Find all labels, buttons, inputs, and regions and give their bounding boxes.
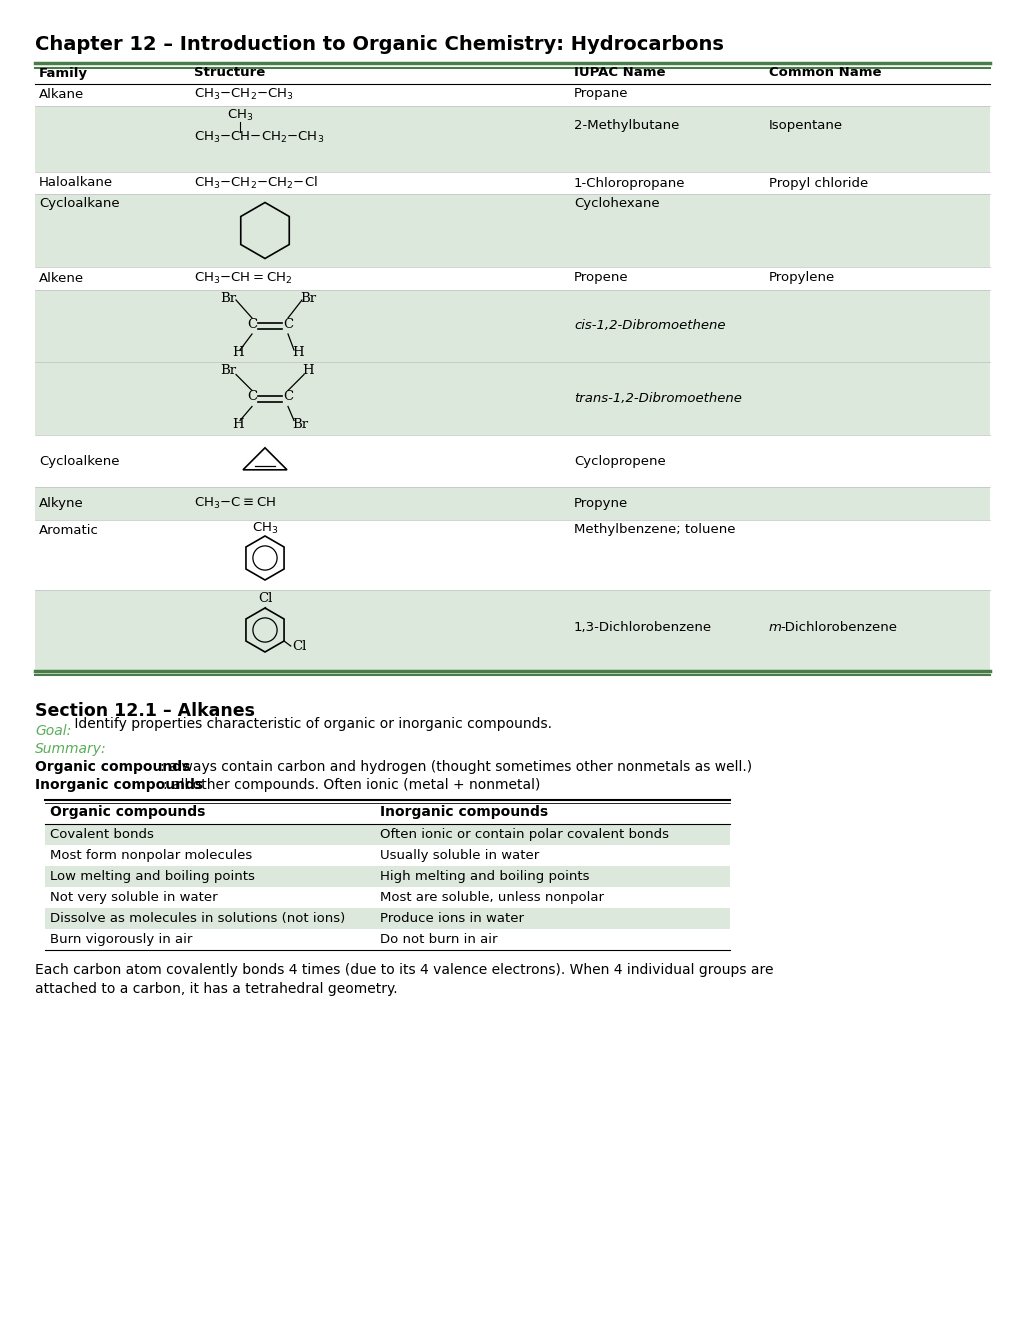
Text: Cycloalkane: Cycloalkane	[39, 198, 119, 210]
Bar	[35, 362, 989, 436]
Text: Goal:: Goal:	[35, 723, 71, 738]
Text: Family: Family	[39, 66, 88, 79]
Text: Most form nonpolar molecules: Most form nonpolar molecules	[50, 849, 252, 862]
Text: Most are soluble, unless nonpolar: Most are soluble, unless nonpolar	[380, 891, 603, 904]
Text: Aromatic: Aromatic	[39, 524, 99, 536]
Bar	[35, 590, 989, 675]
Text: Haloalkane: Haloalkane	[39, 177, 113, 190]
Text: Propylene: Propylene	[768, 272, 835, 285]
Text: 1,3-Dichlorobenzene: 1,3-Dichlorobenzene	[574, 620, 711, 634]
Text: Br: Br	[291, 418, 308, 432]
Text: Burn vigorously in air: Burn vigorously in air	[50, 933, 193, 946]
Text: Often ionic or contain polar covalent bonds: Often ionic or contain polar covalent bo…	[380, 828, 668, 841]
Text: Isopentane: Isopentane	[768, 119, 843, 132]
Text: C: C	[247, 389, 257, 403]
Text: Chapter 12 – Introduction to Organic Chemistry: Hydrocarbons: Chapter 12 – Introduction to Organic Che…	[35, 36, 723, 54]
Text: $\mathregular{CH_3{-}CH{-}CH_2{-}CH_3}$: $\mathregular{CH_3{-}CH{-}CH_2{-}CH_3}$	[194, 129, 324, 145]
Bar	[45, 908, 730, 929]
Text: Each carbon atom covalently bonds 4 times (due to its 4 valence electrons). When: Each carbon atom covalently bonds 4 time…	[35, 964, 772, 977]
Text: C: C	[247, 318, 257, 330]
Text: Low melting and boiling points: Low melting and boiling points	[50, 870, 255, 883]
Text: Alkene: Alkene	[39, 272, 84, 285]
Text: Organic compounds: Organic compounds	[35, 760, 191, 774]
Text: Cyclopropene: Cyclopropene	[574, 454, 665, 467]
Text: Cycloalkene: Cycloalkene	[39, 454, 119, 467]
Text: Br: Br	[220, 364, 235, 378]
Bar	[45, 824, 730, 845]
Text: Usually soluble in water: Usually soluble in water	[380, 849, 539, 862]
Text: $\mathregular{CH_3}$: $\mathregular{CH_3}$	[226, 107, 253, 123]
Text: 2-Methylbutane: 2-Methylbutane	[574, 119, 679, 132]
Text: Inorganic compounds: Inorganic compounds	[35, 777, 203, 792]
Text: $\mathregular{CH_3{-}CH_2{-}CH_2{-}Cl}$: $\mathregular{CH_3{-}CH_2{-}CH_2{-}Cl}$	[194, 176, 318, 191]
Text: Cl: Cl	[292, 639, 307, 652]
Text: m: m	[768, 620, 782, 634]
Bar	[35, 194, 989, 267]
Text: trans-1,2-Dibromoethene: trans-1,2-Dibromoethene	[574, 392, 741, 405]
Text: Covalent bonds: Covalent bonds	[50, 828, 154, 841]
Bar	[35, 487, 989, 520]
Text: Propyl chloride: Propyl chloride	[768, 177, 867, 190]
Bar	[45, 866, 730, 887]
Text: Cyclohexane: Cyclohexane	[574, 198, 659, 210]
Text: cis-1,2-Dibromoethene: cis-1,2-Dibromoethene	[574, 319, 725, 333]
Bar	[35, 290, 989, 362]
Text: Not very soluble in water: Not very soluble in water	[50, 891, 217, 904]
Text: Produce ions in water: Produce ions in water	[380, 912, 524, 925]
Text: Common Name: Common Name	[768, 66, 880, 79]
Text: $\mathregular{CH_3{-}C{\equiv}CH}$: $\mathregular{CH_3{-}C{\equiv}CH}$	[194, 496, 276, 511]
Text: -Dichlorobenzene: -Dichlorobenzene	[780, 620, 896, 634]
Text: $\mathregular{CH_3{-}CH_2{-}CH_3}$: $\mathregular{CH_3{-}CH_2{-}CH_3}$	[194, 86, 293, 102]
Text: Alkyne: Alkyne	[39, 498, 84, 510]
Text: Propane: Propane	[574, 87, 628, 100]
Text: C: C	[282, 318, 292, 330]
Text: Br: Br	[220, 292, 235, 305]
Text: H: H	[231, 346, 244, 359]
Text: Cl: Cl	[258, 591, 272, 605]
Text: Inorganic compounds: Inorganic compounds	[380, 805, 547, 818]
Text: Alkane: Alkane	[39, 87, 85, 100]
Text: Propene: Propene	[574, 272, 628, 285]
Text: Do not burn in air: Do not burn in air	[380, 933, 497, 946]
Text: $\mathregular{CH_3{-}CH{=}CH_2}$: $\mathregular{CH_3{-}CH{=}CH_2}$	[194, 271, 292, 285]
Text: $\mathregular{CH_3}$: $\mathregular{CH_3}$	[252, 520, 278, 536]
Text: High melting and boiling points: High melting and boiling points	[380, 870, 589, 883]
Text: Structure: Structure	[194, 66, 265, 79]
Text: Identify properties characteristic of organic or inorganic compounds.: Identify properties characteristic of or…	[70, 717, 551, 731]
Text: Methylbenzene; toluene: Methylbenzene; toluene	[574, 524, 735, 536]
Text: H: H	[302, 364, 313, 378]
Text: 1-Chloropropane: 1-Chloropropane	[574, 177, 685, 190]
Text: C: C	[282, 389, 292, 403]
Text: Propyne: Propyne	[574, 498, 628, 510]
Text: : all other compounds. Often ionic (metal + nonmetal): : all other compounds. Often ionic (meta…	[163, 777, 540, 792]
Text: attached to a carbon, it has a tetrahedral geometry.: attached to a carbon, it has a tetrahedr…	[35, 982, 397, 997]
Bar	[35, 106, 989, 172]
Text: H: H	[231, 418, 244, 432]
Text: Dissolve as molecules in solutions (not ions): Dissolve as molecules in solutions (not …	[50, 912, 344, 925]
Text: Section 12.1 – Alkanes: Section 12.1 – Alkanes	[35, 702, 255, 719]
Text: Organic compounds: Organic compounds	[50, 805, 205, 818]
Text: : always contain carbon and hydrogen (thought sometimes other nonmetals as well.: : always contain carbon and hydrogen (th…	[160, 760, 751, 774]
Text: Summary:: Summary:	[35, 742, 107, 756]
Text: Br: Br	[300, 292, 316, 305]
Text: IUPAC Name: IUPAC Name	[574, 66, 664, 79]
Text: H: H	[291, 346, 304, 359]
